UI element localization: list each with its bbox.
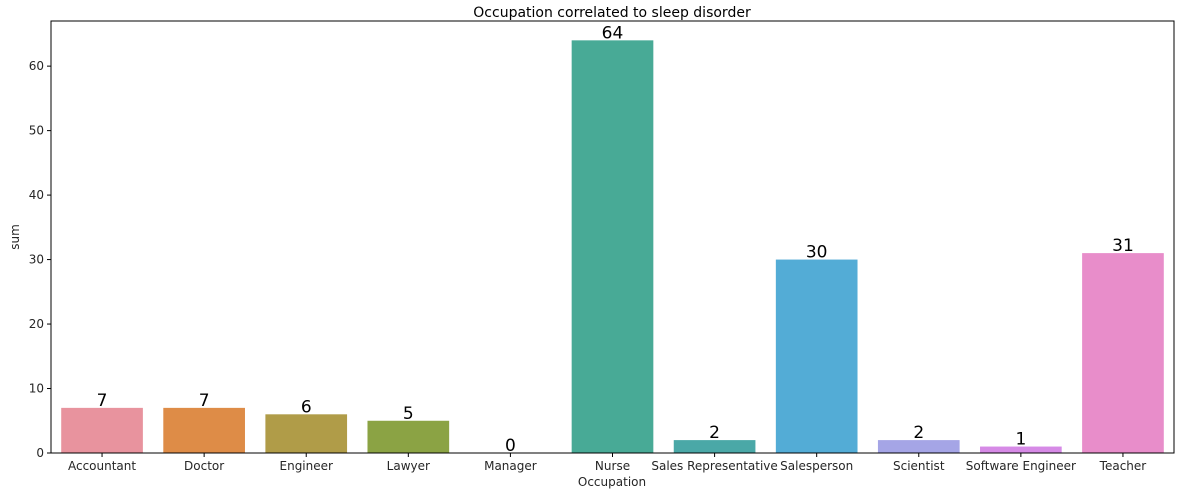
y-tick-label-30: 30 bbox=[29, 253, 44, 267]
y-tick-label-10: 10 bbox=[29, 382, 44, 396]
y-axis-title: sum bbox=[8, 224, 22, 250]
data-label-software-engineer: 1 bbox=[1015, 430, 1026, 450]
bar-scientist bbox=[877, 440, 960, 453]
x-tick-label-scientist: Scientist bbox=[893, 459, 945, 473]
data-label-lawyer: 5 bbox=[403, 404, 414, 424]
y-tick-label-60: 60 bbox=[29, 59, 44, 73]
x-tick-label-salesperson: Salesperson bbox=[780, 459, 853, 473]
data-label-engineer: 6 bbox=[301, 397, 312, 417]
data-label-accountant: 7 bbox=[97, 391, 108, 411]
data-label-salesperson: 30 bbox=[806, 243, 828, 263]
x-axis-title: Occupation bbox=[578, 475, 646, 489]
bar-accountant bbox=[61, 407, 143, 453]
x-tick-label-lawyer: Lawyer bbox=[387, 459, 430, 473]
data-label-doctor: 7 bbox=[199, 391, 210, 411]
bar-salesperson bbox=[775, 259, 858, 453]
bar-lawyer bbox=[367, 420, 450, 453]
data-label-teacher: 31 bbox=[1112, 236, 1134, 256]
x-tick-label-software-engineer: Software Engineer bbox=[966, 459, 1076, 473]
x-tick-label-engineer: Engineer bbox=[280, 459, 334, 473]
data-label-sales-representative: 2 bbox=[709, 423, 720, 443]
bar-nurse bbox=[571, 40, 654, 453]
y-tick-label-0: 0 bbox=[36, 446, 44, 460]
bar-sales-representative bbox=[673, 440, 756, 453]
x-tick-label-teacher: Teacher bbox=[1099, 459, 1147, 473]
x-tick-label-sales-representative: Sales Representative bbox=[651, 459, 777, 473]
plot-frame bbox=[50, 20, 1175, 454]
y-tick-label-40: 40 bbox=[29, 188, 44, 202]
x-tick-label-doctor: Doctor bbox=[184, 459, 224, 473]
bar-software-engineer bbox=[980, 446, 1062, 453]
x-tick-label-accountant: Accountant bbox=[68, 459, 136, 473]
x-tick-label-nurse: Nurse bbox=[595, 459, 630, 473]
chart-title: Occupation correlated to sleep disorder bbox=[473, 5, 751, 21]
y-tick-label-20: 20 bbox=[29, 317, 44, 331]
x-tick-label-manager: Manager bbox=[484, 459, 537, 473]
data-label-scientist: 2 bbox=[913, 423, 924, 443]
data-label-nurse: 64 bbox=[602, 23, 624, 43]
bar-teacher bbox=[1082, 253, 1164, 453]
bar-engineer bbox=[265, 414, 348, 453]
data-label-manager: 0 bbox=[505, 436, 516, 456]
y-tick-label-50: 50 bbox=[29, 124, 44, 138]
bar-doctor bbox=[163, 407, 245, 453]
